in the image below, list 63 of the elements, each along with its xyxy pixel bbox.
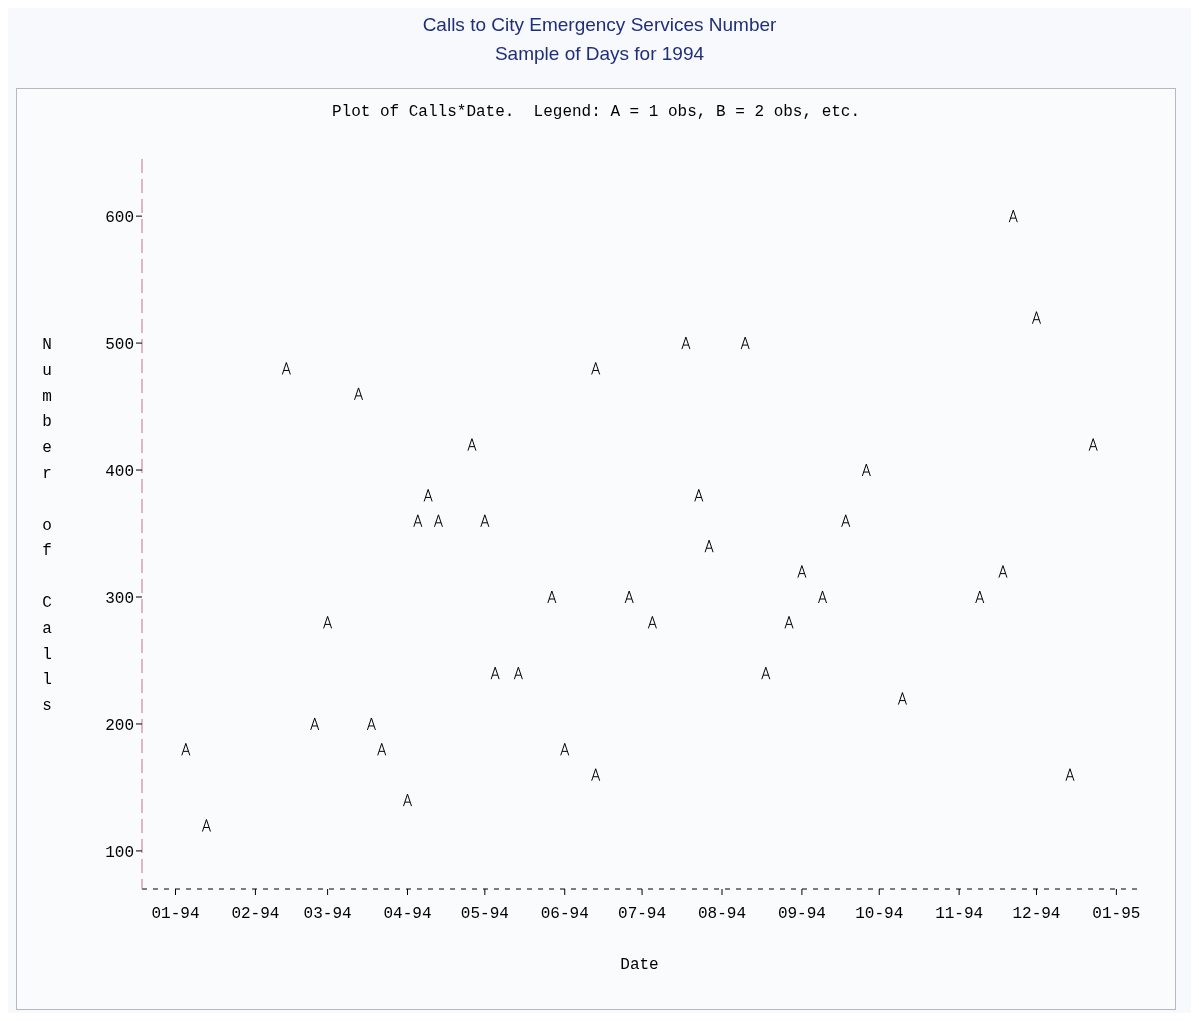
point [740,336,750,350]
y-tick-label: 300 [105,589,134,608]
chart-subtitle: Sample of Days for 1994 [493,42,706,66]
x-tick-label: 07-94 [618,905,667,924]
y-tick-label: 500 [105,335,134,354]
point [841,514,851,528]
point [818,590,828,604]
x-tick-label: 05-94 [460,905,509,924]
point [433,514,443,528]
x-tick-label: 12-94 [1012,905,1061,924]
point [423,488,433,502]
point [323,615,333,629]
x-tick-label: 11-94 [935,905,984,924]
point [681,336,691,350]
point [1065,768,1075,782]
point [403,793,413,807]
x-tick-label: 10-94 [855,905,904,924]
point [861,463,871,477]
point [377,742,387,756]
point [181,742,191,756]
point [761,666,771,680]
point [480,514,490,528]
x-tick-label: 09-94 [777,905,826,924]
x-tick-label: 04-94 [383,905,432,924]
point [975,590,985,604]
point [201,819,211,833]
point [413,514,423,528]
point [354,387,364,401]
point [547,590,557,604]
point [591,768,601,782]
x-axis-title: Date [620,956,659,974]
y-tick-label: 100 [105,843,134,862]
x-tick-label: 06-94 [540,905,589,924]
y-tick-label: 600 [105,208,134,227]
point [1088,438,1098,452]
chart-title: Calls to City Emergency Services Number [421,13,778,37]
point [998,565,1008,579]
point [281,361,291,375]
x-tick-label: 01-95 [1092,905,1141,924]
point [704,539,714,553]
point [797,565,807,579]
point [591,361,601,375]
point [647,615,657,629]
x-tick-label: 02-94 [231,905,280,924]
x-tick-label: 03-94 [303,905,352,924]
point [1031,311,1041,325]
y-tick-label: 400 [105,462,134,481]
point [624,590,634,604]
point [560,742,570,756]
point [366,717,376,731]
point [1008,209,1018,223]
point [490,666,500,680]
point [513,666,523,680]
point [694,488,704,502]
text: Number of Calls [42,336,52,716]
x-tick-label: 01-94 [151,905,200,924]
point [310,717,320,731]
x-tick-label: 08-94 [697,905,746,924]
point [897,692,907,706]
point [784,615,794,629]
y-tick-label: 200 [105,716,134,735]
point [467,438,477,452]
text: Plot of Calls*Date. Legend: A = 1 obs, B = 2 obs, etc. [330,103,862,121]
